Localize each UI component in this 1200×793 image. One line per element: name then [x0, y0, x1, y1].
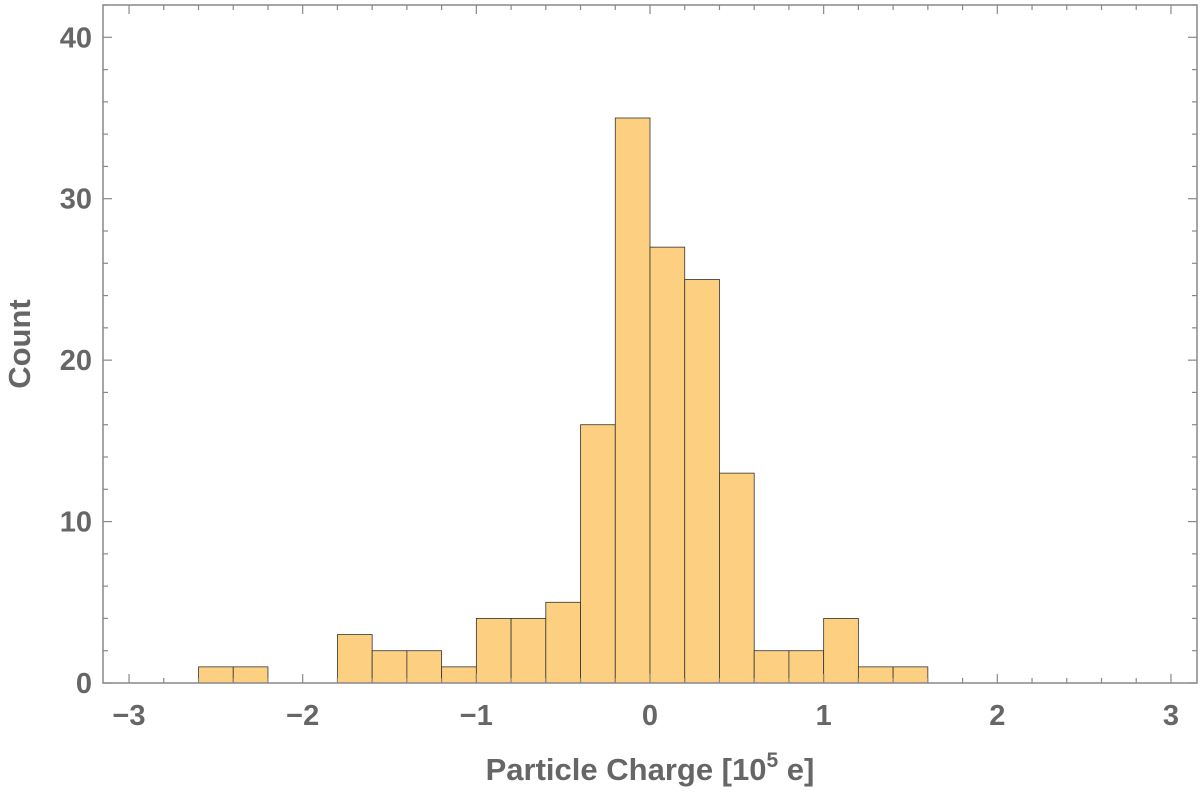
y-tick-label: 30 — [60, 184, 92, 216]
x-tick-label: 0 — [642, 700, 658, 732]
histogram-bar — [406, 650, 443, 684]
histogram-bar — [684, 279, 720, 684]
histogram-bar — [337, 634, 373, 684]
x-tick-label: 2 — [989, 700, 1005, 732]
histogram-bar — [823, 618, 859, 684]
x-tick-label: −3 — [113, 700, 146, 732]
histogram-bar — [892, 666, 929, 684]
histogram-bar — [753, 650, 790, 684]
histogram-bar — [371, 650, 408, 684]
histogram-bar — [788, 650, 825, 684]
x-tick-label: 3 — [1163, 700, 1179, 732]
histogram-bar — [232, 666, 269, 684]
y-tick-label: 0 — [76, 668, 92, 700]
histogram-bar — [857, 666, 894, 684]
y-axis-title: Count — [2, 299, 37, 389]
x-tick-label: 1 — [816, 700, 832, 732]
bars-group — [198, 117, 929, 684]
plot-frame — [102, 4, 1198, 684]
histogram-bar — [719, 472, 755, 684]
histogram-bar — [545, 601, 581, 684]
histogram-bar — [510, 618, 547, 684]
x-tick-label: −1 — [460, 700, 493, 732]
ticks-group — [103, 4, 1197, 684]
x-tick-label: −2 — [286, 700, 319, 732]
y-tick-labels: 0 10 20 30 40 — [60, 22, 92, 700]
y-tick-label: 40 — [60, 22, 92, 54]
histogram-bar — [614, 117, 651, 684]
y-tick-label: 20 — [60, 345, 92, 377]
histogram-bar — [198, 666, 234, 684]
y-tick-label: 10 — [60, 507, 92, 539]
histogram-bar — [649, 246, 686, 684]
x-axis-title: Particle Charge [105 e] — [486, 749, 815, 787]
histogram-bar — [580, 424, 616, 684]
x-tick-labels: −3 −2 −1 0 1 2 3 — [113, 700, 1180, 732]
histogram-bar — [475, 618, 512, 684]
histogram-bar — [441, 666, 477, 684]
